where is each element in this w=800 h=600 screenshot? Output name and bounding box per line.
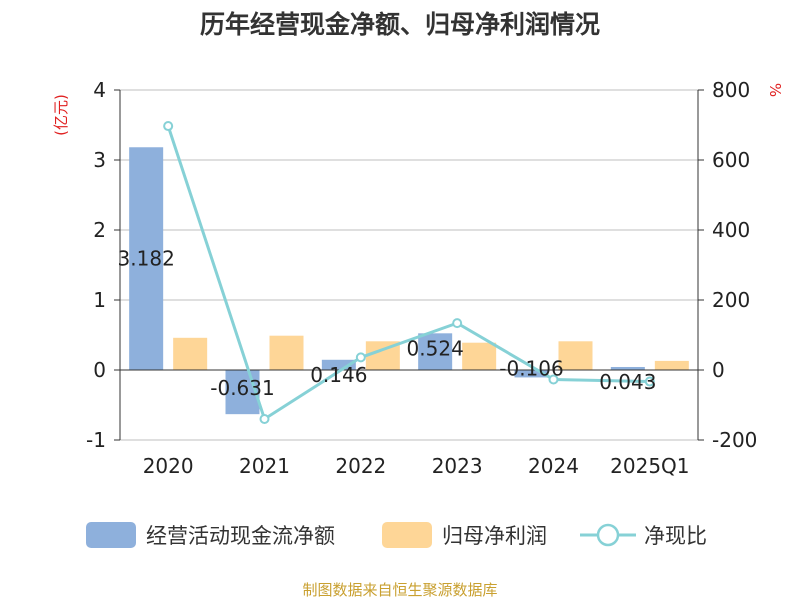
cash-flow-value-label: 0.524 (407, 336, 464, 360)
legend-marker (596, 523, 620, 547)
right-tick-label: 800 (712, 78, 750, 102)
line-point (452, 318, 463, 329)
cash-flow-value-label: 3.182 (118, 246, 175, 270)
left-tick-label: 4 (93, 78, 106, 102)
legend-label: 经营活动现金流净额 (146, 524, 335, 548)
cash-flow-value-label: -0.106 (499, 356, 563, 380)
legend-swatch (382, 522, 432, 548)
left-tick-label: 2 (93, 218, 106, 242)
bar-net-profit (269, 335, 304, 370)
left-tick-label: 0 (93, 358, 106, 382)
bar-net-profit (173, 337, 208, 370)
line-point (548, 374, 559, 385)
legend-swatch (86, 522, 136, 548)
bar-cash-flow (321, 359, 356, 370)
category-label: 2021 (239, 454, 290, 478)
legend-label: 净现比 (644, 524, 707, 548)
right-tick-label: 200 (712, 288, 750, 312)
bar-cash-flow (610, 366, 645, 370)
bar-net-profit (462, 342, 497, 370)
axes: -1 0 1 2 3 4 -200 0 200 400 600 800 2020 2021 2022 2023… (86, 78, 757, 478)
bar-cash-flow (418, 333, 453, 370)
net-cash-ratio-line (166, 125, 650, 422)
data-labels: 3.182 -0.631 0.146 0.524 -0.106 0.043 (118, 246, 657, 400)
gridlines (120, 89, 698, 441)
bar-cash-flow (225, 370, 260, 415)
left-tick-label: 3 (93, 148, 106, 172)
cash-flow-value-label: 0.146 (310, 363, 367, 387)
left-tick-label: 1 (93, 288, 106, 312)
line-series (163, 121, 655, 424)
chart-title: 历年经营现金净额、归母净利润情况 (200, 10, 600, 39)
bar-cash-flow (129, 147, 164, 370)
cash-flow-value-label: 0.043 (599, 370, 656, 394)
category-label: 2022 (335, 454, 386, 478)
legend: 经营活动现金流净额 归母净利润 净现比 (86, 522, 707, 548)
right-tick-label: 400 (712, 218, 750, 242)
legend-label: 归母净利润 (442, 524, 547, 548)
bars (129, 147, 689, 415)
line-point (259, 414, 270, 424)
bar-cash-flow (514, 370, 549, 378)
right-tick-label: 600 (712, 148, 750, 172)
category-label: 2020 (143, 454, 194, 478)
right-axis-unit: % (766, 83, 784, 97)
cash-flow-value-label: -0.631 (210, 376, 274, 400)
bar-net-profit (558, 341, 593, 370)
line-point (163, 121, 174, 132)
right-tick-label: 0 (712, 358, 725, 382)
bar-net-profit (654, 360, 689, 370)
line-point (644, 376, 655, 387)
right-tick-label: -200 (712, 428, 757, 452)
left-tick-label: -1 (86, 428, 106, 452)
category-label: 2024 (528, 454, 579, 478)
source-note: 制图数据来自恒生聚源数据库 (302, 581, 497, 599)
category-label: 2023 (432, 454, 483, 478)
left-axis-unit: (亿元) (52, 94, 70, 136)
category-label: 2025Q1 (610, 454, 689, 478)
line-point (355, 352, 366, 363)
